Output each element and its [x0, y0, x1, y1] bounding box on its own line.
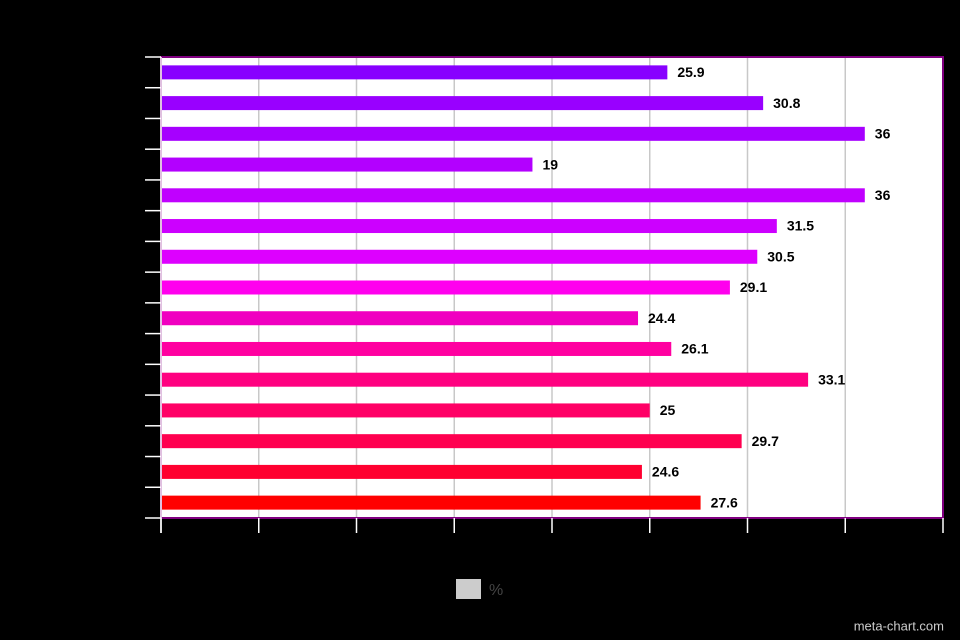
bar [161, 126, 865, 141]
bar [161, 495, 701, 510]
data-label: 27.6 [711, 494, 738, 510]
bar [161, 403, 650, 418]
bar [161, 341, 672, 356]
data-label: 33.1 [818, 371, 845, 387]
data-label: 24.6 [652, 464, 679, 480]
data-label: 30.8 [773, 95, 800, 111]
data-label: 26.1 [681, 341, 708, 357]
bar [161, 280, 730, 295]
bar [161, 464, 642, 479]
data-label: 30.5 [767, 248, 794, 264]
data-label: 29.1 [740, 279, 767, 295]
bar [161, 65, 668, 80]
bar [161, 96, 764, 111]
bar [161, 372, 809, 387]
data-label: 36 [875, 187, 891, 203]
data-label: 25 [660, 402, 676, 418]
bar [161, 188, 865, 203]
bar [161, 249, 758, 264]
bar [161, 311, 639, 326]
data-label: 25.9 [677, 64, 704, 80]
legend-swatch [456, 579, 481, 599]
legend-label: % [489, 582, 503, 599]
data-label: 19 [542, 156, 558, 172]
data-label: 31.5 [787, 218, 814, 234]
watermark: meta-chart.com [854, 618, 944, 633]
data-label: 36 [875, 126, 891, 142]
bar [161, 434, 742, 449]
bar [161, 157, 533, 172]
data-label: 24.4 [648, 310, 675, 326]
data-label: 29.7 [752, 433, 779, 449]
bar [161, 219, 777, 234]
